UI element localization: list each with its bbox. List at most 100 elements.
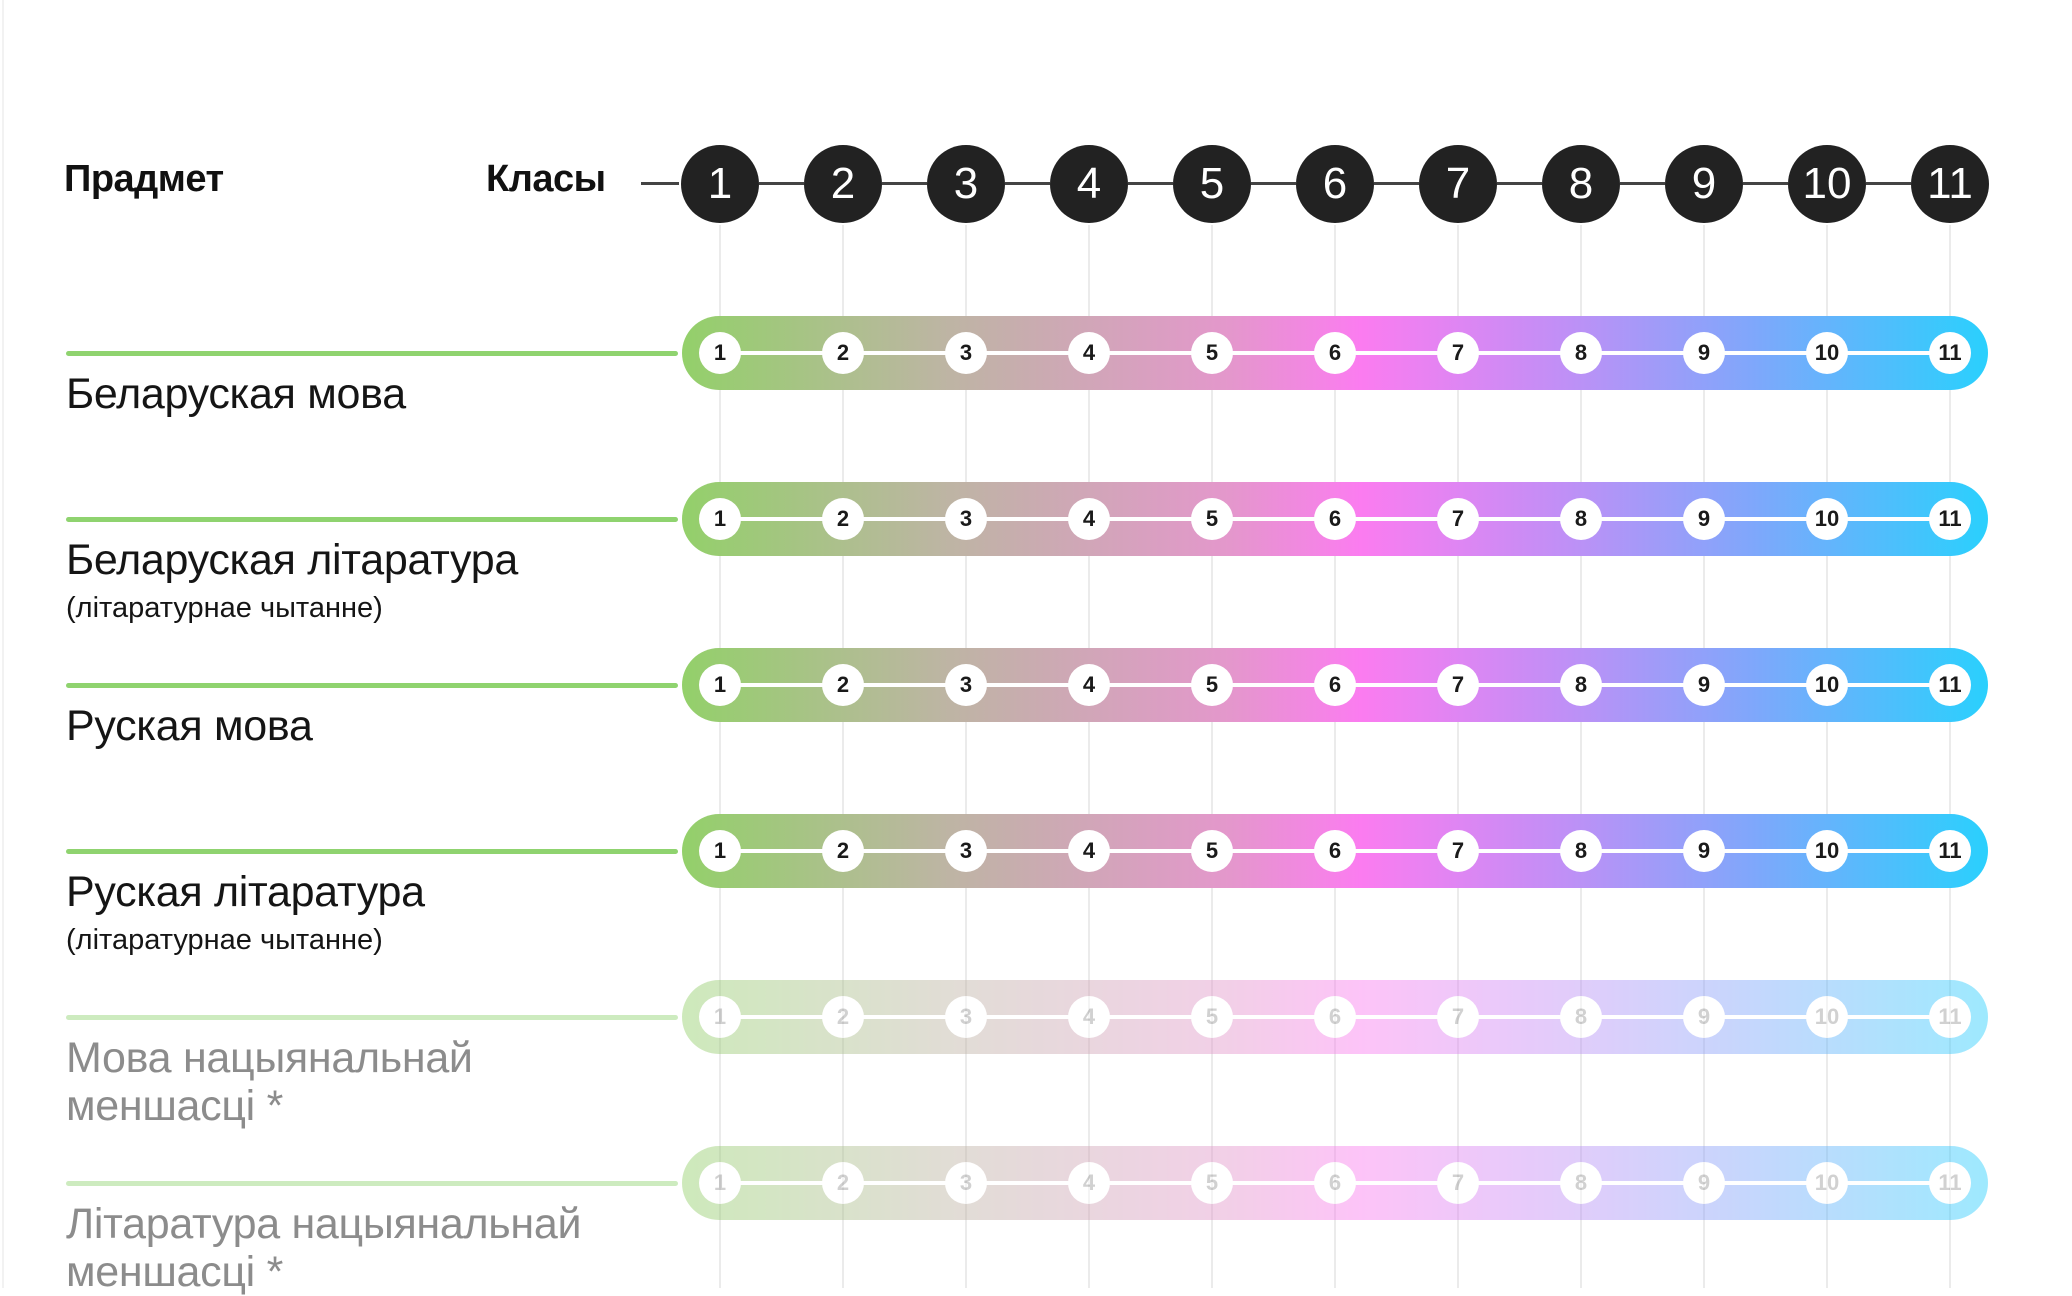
grade-guide-line (842, 225, 844, 1288)
grade-range-bar: 1 2 3 4 5 6 7 8 9 10 11 (682, 482, 1988, 556)
grade-dot: 5 (1191, 1162, 1233, 1204)
grade-dot: 10 (1806, 664, 1848, 706)
grade-dot: 8 (1560, 996, 1602, 1038)
grade-dot: 7 (1437, 332, 1479, 374)
grade-dot: 4 (1068, 830, 1110, 872)
grade-dot: 2 (822, 1162, 864, 1204)
classes-column-header: Класы (486, 158, 606, 200)
grade-dot: 8 (1560, 498, 1602, 540)
grade-guide-line (719, 225, 721, 1288)
grade-range-bar: 1 2 3 4 5 6 7 8 9 10 11 (682, 648, 1988, 722)
grade-dot: 1 (699, 498, 741, 540)
grade-guide-line (1826, 225, 1828, 1288)
subject-lead-line (66, 1181, 678, 1186)
grade-dot: 7 (1437, 830, 1479, 872)
class-header-dash (1620, 182, 1665, 185)
subject-name: Руская мова (66, 702, 313, 750)
grade-guide-line (1211, 225, 1213, 1288)
subject-subtitle: (літаратурнае чытанне) (66, 592, 383, 624)
subject-lead-line (66, 351, 678, 356)
grade-dot: 9 (1683, 332, 1725, 374)
class-number-badge: 6 (1296, 145, 1374, 223)
grade-range-bar: 1 2 3 4 5 6 7 8 9 10 11 (682, 814, 1988, 888)
grade-dot: 11 (1929, 830, 1971, 872)
grade-dot: 2 (822, 332, 864, 374)
grade-dot: 4 (1068, 332, 1110, 374)
grade-dot: 6 (1314, 332, 1356, 374)
class-header-dash (1866, 182, 1911, 185)
grade-dot: 9 (1683, 996, 1725, 1038)
grade-dot: 7 (1437, 498, 1479, 540)
grade-dot: 8 (1560, 664, 1602, 706)
grade-dot: 2 (822, 664, 864, 706)
class-number-badge: 10 (1788, 145, 1866, 223)
grade-guide-line (1580, 225, 1582, 1288)
class-number-badge: 2 (804, 145, 882, 223)
subject-name: Беларуская літаратура (66, 536, 518, 584)
grade-guide-line (1088, 225, 1090, 1288)
class-header-dash (1374, 182, 1419, 185)
class-header-dash (1497, 182, 1542, 185)
grade-dot: 10 (1806, 1162, 1848, 1204)
grade-track-line (720, 1015, 1950, 1019)
grade-track-line (720, 1181, 1950, 1185)
subject-lead-line (66, 1015, 678, 1020)
grade-dot: 2 (822, 830, 864, 872)
grade-dot: 3 (945, 664, 987, 706)
grade-dot: 3 (945, 1162, 987, 1204)
subject-name: Беларуская мова (66, 370, 406, 418)
class-number-badge: 11 (1911, 145, 1989, 223)
subject-subtitle: (літаратурнае чытанне) (66, 924, 383, 956)
grade-range-bar: 1 2 3 4 5 6 7 8 9 10 11 (682, 316, 1988, 390)
grade-range-bar: 1 2 3 4 5 6 7 8 9 10 11 (682, 1146, 1988, 1220)
grade-dot: 5 (1191, 332, 1233, 374)
grade-dot: 1 (699, 996, 741, 1038)
grade-dot: 8 (1560, 830, 1602, 872)
grade-dot: 9 (1683, 664, 1725, 706)
class-number-badge: 3 (927, 145, 1005, 223)
grade-dot: 10 (1806, 332, 1848, 374)
grade-dot: 11 (1929, 996, 1971, 1038)
grade-dot: 6 (1314, 996, 1356, 1038)
grade-dot: 9 (1683, 1162, 1725, 1204)
grade-dot: 3 (945, 830, 987, 872)
grade-dot: 6 (1314, 498, 1356, 540)
grade-dot: 4 (1068, 664, 1110, 706)
grade-dot: 10 (1806, 498, 1848, 540)
class-header-dash (1743, 182, 1788, 185)
grade-dot: 6 (1314, 1162, 1356, 1204)
grade-dot: 2 (822, 996, 864, 1038)
grade-dot: 11 (1929, 664, 1971, 706)
class-number-badge: 5 (1173, 145, 1251, 223)
grade-dot: 4 (1068, 498, 1110, 540)
grade-dot: 5 (1191, 664, 1233, 706)
grade-dot: 4 (1068, 996, 1110, 1038)
grade-dot: 5 (1191, 996, 1233, 1038)
class-header-dash (882, 182, 927, 185)
grade-dot: 3 (945, 996, 987, 1038)
subject-name: Руская літаратура (66, 868, 425, 916)
grade-dot: 6 (1314, 664, 1356, 706)
grade-range-bar: 1 2 3 4 5 6 7 8 9 10 11 (682, 980, 1988, 1054)
class-number-badge: 4 (1050, 145, 1128, 223)
class-number-badge: 1 (681, 145, 759, 223)
grade-dot: 11 (1929, 1162, 1971, 1204)
class-header-dash (1251, 182, 1296, 185)
grade-guide-line (1334, 225, 1336, 1288)
class-header-dash (641, 182, 679, 185)
class-header-dash (1128, 182, 1173, 185)
grade-guide-line (1949, 225, 1951, 1288)
class-number-badge: 8 (1542, 145, 1620, 223)
grade-dot: 10 (1806, 830, 1848, 872)
grade-guide-line (1703, 225, 1705, 1288)
grade-dot: 1 (699, 664, 741, 706)
subject-name: Мова нацыянальнай меншасці * (66, 1034, 473, 1130)
grade-dot: 10 (1806, 996, 1848, 1038)
grade-dot: 7 (1437, 664, 1479, 706)
grade-dot: 9 (1683, 830, 1725, 872)
grade-dot: 1 (699, 830, 741, 872)
grade-dot: 8 (1560, 332, 1602, 374)
subject-lead-line (66, 683, 678, 688)
grade-guide-line (1457, 225, 1459, 1288)
grade-dot: 3 (945, 498, 987, 540)
